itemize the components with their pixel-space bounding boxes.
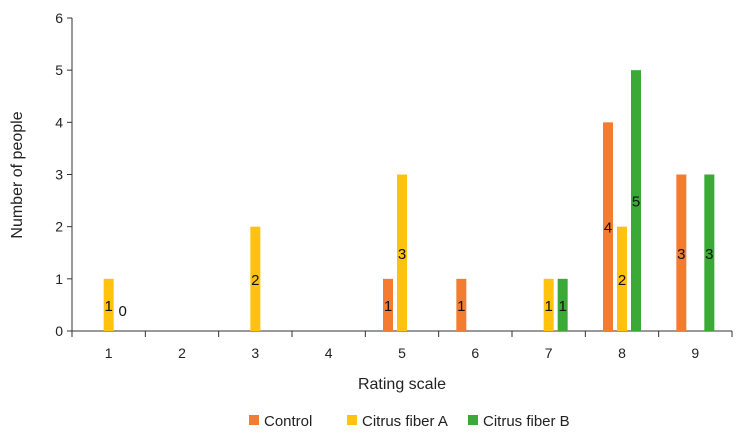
legend-label: Control [264,413,312,430]
bar [631,70,641,332]
legend-swatch [249,415,259,425]
y-tick-label: 5 [55,62,63,78]
data-label: 4 [604,220,612,237]
bar [557,278,568,331]
data-label: 3 [398,246,406,263]
data-label: 1 [104,298,112,315]
data-label: 1 [457,298,465,315]
data-label: 5 [632,194,640,211]
bar [383,278,393,331]
data-label: 1 [384,298,392,315]
data-label: 0 [118,303,126,320]
data-label: 1 [558,298,566,315]
x-axis: 1 2 3 4 5 6 7 8 9 [71,330,733,361]
bar [603,122,613,331]
bar [543,278,554,331]
x-tick-label: 5 [398,345,406,361]
x-tick-label: 6 [471,345,479,361]
x-tick-label: 7 [545,345,553,361]
bar [103,278,114,331]
legend-swatch [468,415,478,425]
x-axis-title: Rating scale [358,376,446,393]
data-label: 1 [544,298,552,315]
x-tick-label: 9 [691,345,699,361]
bar [617,226,627,331]
x-tick-label: 3 [251,345,259,361]
legend-label: Citrus fiber A [362,413,448,430]
data-label: 3 [705,246,713,263]
y-axis-title: Number of people [9,111,26,238]
x-tick-label: 4 [325,345,333,361]
data-label: 2 [251,272,259,289]
x-tick-label: 2 [178,345,186,361]
bar [676,174,687,331]
legend-label: Citrus fiber B [483,413,570,430]
bar [397,174,407,331]
y-tick-label: 4 [55,114,63,130]
x-tick-label: 1 [105,345,113,361]
bar [456,278,467,331]
bars [103,70,715,332]
y-axis: 0 1 2 3 4 5 6 [55,10,73,339]
y-tick-label: 1 [55,271,63,287]
bar [704,174,715,331]
data-label: 3 [677,246,685,263]
y-tick-label: 2 [55,219,63,235]
y-tick-label: 3 [55,167,63,183]
legend-swatch [347,415,357,425]
bar [250,226,261,331]
y-tick-label: 0 [55,323,63,339]
legend: Control Citrus fiber A Citrus fiber B [249,413,570,430]
x-tick-label: 8 [618,345,626,361]
data-label: 2 [618,272,626,289]
y-tick-label: 6 [55,10,63,26]
